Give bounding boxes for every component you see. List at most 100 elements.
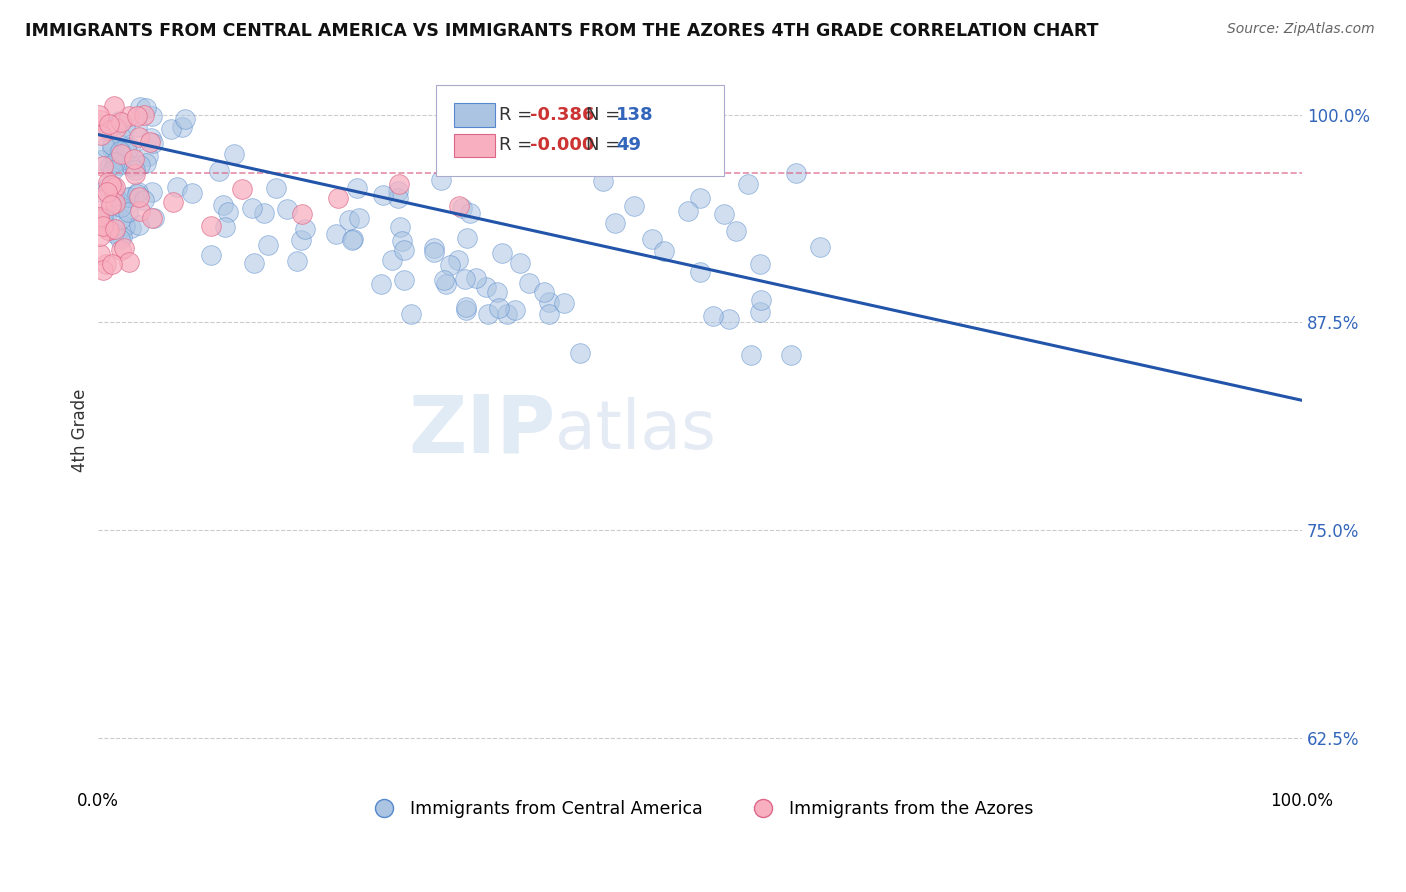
Point [112, 241, 135, 255]
Point [111, 230, 134, 244]
Point [533, 285, 555, 299]
Point [124, 152, 146, 166]
Point [217, 205, 239, 219]
Point [465, 271, 488, 285]
Y-axis label: 4th Grade: 4th Grade [72, 389, 89, 472]
Point [110, 130, 132, 145]
Point [91, 219, 114, 234]
Text: N =: N = [586, 136, 626, 154]
Point [97, 120, 120, 135]
Text: N =: N = [586, 106, 626, 124]
Point [253, 206, 276, 220]
Point [89, 246, 111, 260]
Point [342, 233, 364, 247]
Point [110, 115, 132, 129]
Point [724, 224, 747, 238]
Text: -0.000: -0.000 [530, 136, 595, 154]
Point [370, 277, 392, 292]
Text: atlas: atlas [555, 397, 716, 463]
Point [486, 285, 509, 299]
Point [160, 122, 183, 136]
Point [98, 223, 121, 237]
Point [474, 280, 496, 294]
Point [264, 181, 287, 195]
Point [91, 193, 114, 207]
Point [388, 178, 411, 192]
Point [94, 257, 117, 271]
Point [94, 211, 117, 226]
Point [114, 119, 136, 133]
Point [439, 258, 461, 272]
Point [142, 136, 165, 150]
Point [136, 149, 159, 163]
Point [243, 256, 266, 270]
Point [124, 168, 146, 182]
Point [749, 305, 772, 319]
Point [96, 123, 118, 137]
Point [477, 307, 499, 321]
Point [290, 233, 312, 247]
Point [117, 190, 139, 204]
Point [200, 248, 222, 262]
Point [141, 211, 163, 225]
Point [387, 185, 409, 199]
Point [101, 138, 124, 153]
Point [423, 244, 446, 259]
Point [138, 135, 160, 149]
Point [702, 309, 724, 323]
Point [141, 185, 163, 199]
Point [200, 219, 222, 233]
Point [491, 245, 513, 260]
Point [110, 243, 132, 257]
Point [381, 253, 404, 268]
Point [392, 243, 415, 257]
Point [256, 238, 278, 252]
Point [143, 211, 166, 225]
Point [676, 203, 699, 218]
Point [120, 159, 142, 173]
Point [98, 159, 121, 173]
Point [89, 113, 111, 128]
Point [434, 277, 457, 291]
Point [287, 254, 309, 268]
Point [97, 179, 120, 194]
Point [347, 211, 370, 226]
Point [689, 265, 711, 279]
Point [135, 156, 157, 170]
Text: Source: ZipAtlas.com: Source: ZipAtlas.com [1227, 22, 1375, 37]
Point [97, 175, 120, 189]
Point [90, 185, 112, 199]
Point [460, 206, 482, 220]
Point [117, 109, 139, 123]
Point [808, 240, 831, 254]
Point [110, 147, 132, 161]
Point [89, 153, 111, 168]
Point [718, 312, 741, 326]
Point [100, 198, 122, 212]
Point [433, 273, 456, 287]
Point [503, 303, 526, 318]
Point [91, 263, 114, 277]
Point [208, 164, 231, 178]
Point [569, 346, 592, 360]
Text: 138: 138 [616, 106, 654, 124]
Point [89, 228, 111, 243]
Point [124, 163, 146, 178]
Point [103, 227, 125, 241]
Point [623, 199, 645, 213]
Point [689, 191, 711, 205]
Point [456, 302, 478, 317]
Point [387, 191, 409, 205]
Point [214, 220, 236, 235]
Point [451, 201, 474, 215]
Point [780, 349, 803, 363]
Point [96, 186, 118, 200]
Point [134, 194, 156, 208]
Point [91, 210, 114, 224]
Point [495, 307, 517, 321]
Point [391, 234, 413, 248]
Point [231, 182, 253, 196]
Point [337, 213, 360, 227]
Point [346, 181, 368, 195]
Point [737, 178, 759, 192]
